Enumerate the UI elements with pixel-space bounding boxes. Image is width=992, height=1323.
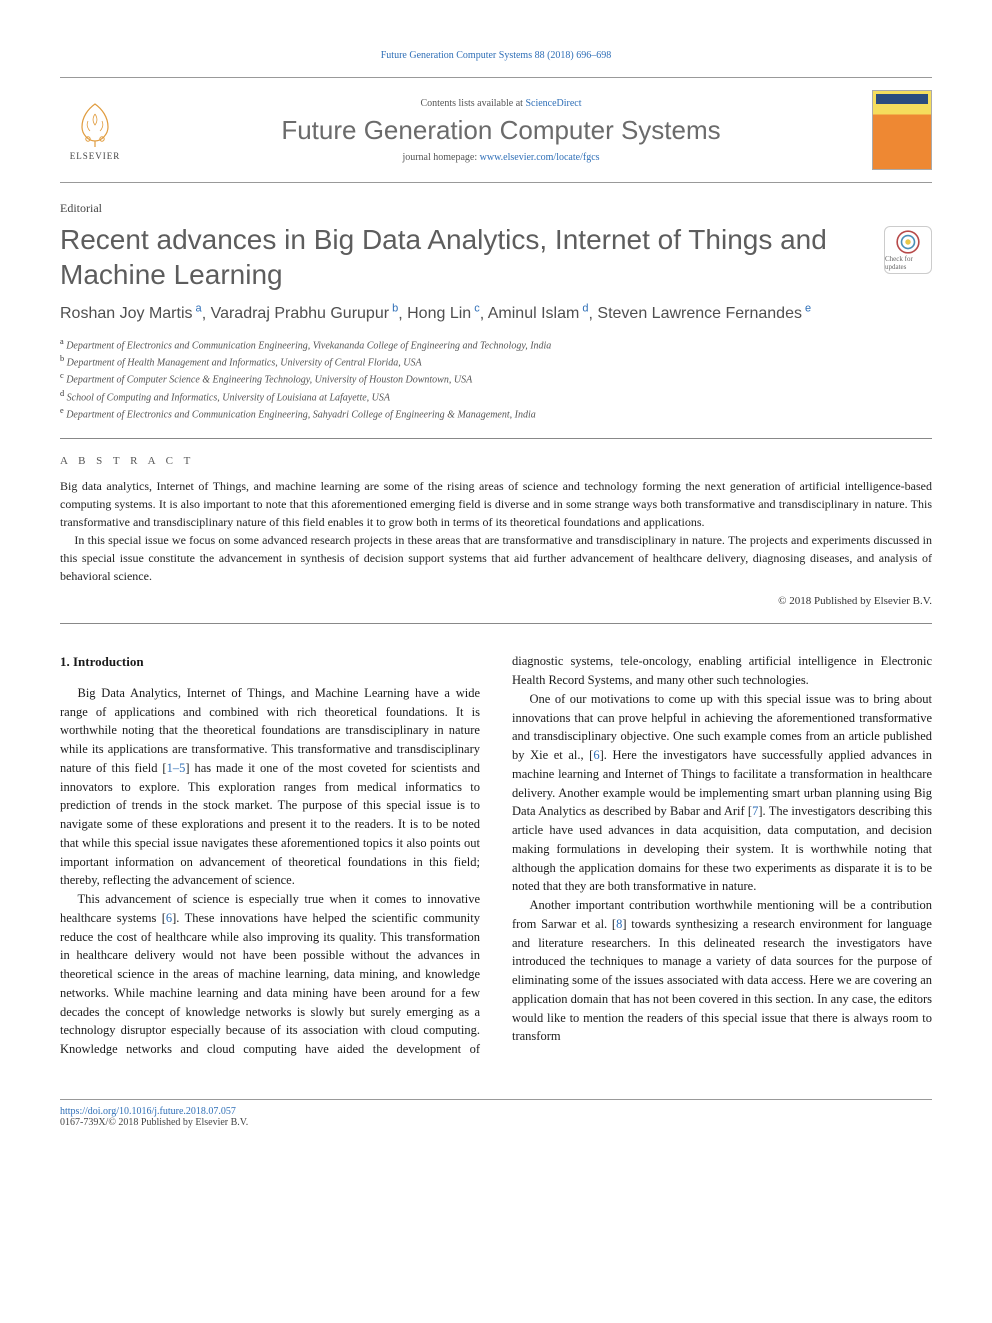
author-aff-ref: e (802, 303, 811, 315)
elsevier-tree-icon (70, 99, 120, 149)
author-aff-ref: d (579, 303, 588, 315)
body-paragraph: Another important contribution worthwhil… (512, 896, 932, 1046)
author: Hong Lin c (407, 305, 480, 322)
page-footer: https://doi.org/10.1016/j.future.2018.07… (60, 1099, 932, 1128)
affiliations-list: a Department of Electronics and Communic… (60, 336, 932, 423)
issn-copyright-line: 0167-739X/© 2018 Published by Elsevier B… (60, 1117, 248, 1128)
author: Roshan Joy Martis a (60, 305, 202, 322)
abstract-copyright: © 2018 Published by Elsevier B.V. (60, 595, 932, 607)
citation-ref[interactable]: 7 (752, 804, 758, 818)
body-paragraph: Big Data Analytics, Internet of Things, … (60, 684, 480, 890)
crossmark-check-icon (895, 229, 921, 255)
doi-link[interactable]: https://doi.org/10.1016/j.future.2018.07… (60, 1106, 236, 1117)
citation-ref[interactable]: 6 (166, 911, 172, 925)
abstract-label: A B S T R A C T (60, 455, 932, 467)
body-paragraph: One of our motivations to come up with t… (512, 690, 932, 896)
journal-homepage-line: journal homepage: www.elsevier.com/locat… (402, 152, 599, 163)
divider-top (60, 438, 932, 439)
journal-cover-thumbnail (872, 90, 932, 170)
journal-header: ELSEVIER Contents lists available at Sci… (60, 77, 932, 183)
crossmark-label: Check for updates (885, 255, 931, 271)
author: Varadraj Prabhu Gurupur b (211, 305, 399, 322)
affiliation: e Department of Electronics and Communic… (60, 405, 932, 422)
title-row: Recent advances in Big Data Analytics, I… (60, 222, 932, 292)
abstract-paragraph: In this special issue we focus on some a… (60, 531, 932, 585)
divider-bottom (60, 623, 932, 624)
citation-ref[interactable]: 8 (616, 917, 622, 931)
abstract-body: Big data analytics, Internet of Things, … (60, 477, 932, 585)
journal-title: Future Generation Computer Systems (281, 115, 720, 146)
author: Aminul Islam d (488, 305, 589, 322)
author-aff-ref: b (389, 303, 398, 315)
author-aff-ref: a (193, 303, 202, 315)
abstract-paragraph: Big data analytics, Internet of Things, … (60, 477, 932, 531)
elsevier-label: ELSEVIER (70, 151, 121, 161)
affiliation: d School of Computing and Informatics, U… (60, 388, 932, 405)
author: Steven Lawrence Fernandes e (597, 305, 811, 322)
body-columns: 1. Introduction Big Data Analytics, Inte… (60, 652, 932, 1059)
author-aff-ref: c (471, 303, 480, 315)
citation-ref[interactable]: 6 (593, 748, 599, 762)
affiliation: c Department of Computer Science & Engin… (60, 370, 932, 387)
page-container: Future Generation Computer Systems 88 (2… (0, 0, 992, 1168)
affiliation: b Department of Health Management and In… (60, 353, 932, 370)
affiliation: a Department of Electronics and Communic… (60, 336, 932, 353)
contents-prefix: Contents lists available at (420, 98, 525, 109)
journal-homepage-link[interactable]: www.elsevier.com/locate/fgcs (480, 152, 600, 163)
authors-list: Roshan Joy Martis a, Varadraj Prabhu Gur… (60, 302, 932, 326)
contents-available-line: Contents lists available at ScienceDirec… (420, 98, 581, 109)
article-type-label: Editorial (60, 201, 932, 216)
citation-ref[interactable]: 1–5 (167, 761, 186, 775)
article-title: Recent advances in Big Data Analytics, I… (60, 222, 868, 292)
elsevier-logo: ELSEVIER (60, 90, 130, 170)
homepage-prefix: journal homepage: (402, 152, 479, 163)
section-heading-introduction: 1. Introduction (60, 652, 480, 672)
header-center: Contents lists available at ScienceDirec… (130, 98, 872, 163)
crossmark-badge[interactable]: Check for updates (884, 226, 932, 274)
sciencedirect-link[interactable]: ScienceDirect (525, 98, 581, 109)
body-text: Big Data Analytics, Internet of Things, … (60, 652, 932, 1059)
journal-reference-line: Future Generation Computer Systems 88 (2… (60, 50, 932, 61)
